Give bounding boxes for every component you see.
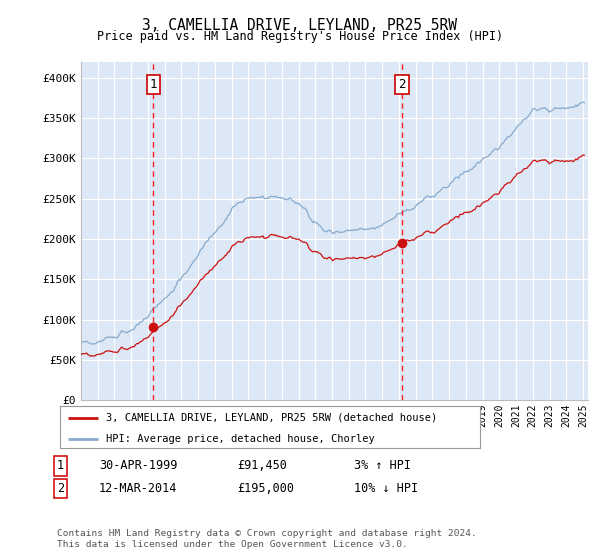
Text: 2: 2	[57, 482, 64, 495]
Text: 3, CAMELLIA DRIVE, LEYLAND, PR25 5RW: 3, CAMELLIA DRIVE, LEYLAND, PR25 5RW	[143, 18, 458, 33]
Text: 10% ↓ HPI: 10% ↓ HPI	[354, 482, 418, 495]
Text: 3% ↑ HPI: 3% ↑ HPI	[354, 459, 411, 473]
Text: Contains HM Land Registry data © Crown copyright and database right 2024.
This d: Contains HM Land Registry data © Crown c…	[57, 529, 477, 549]
Text: 1: 1	[150, 78, 157, 91]
Text: 3, CAMELLIA DRIVE, LEYLAND, PR25 5RW (detached house): 3, CAMELLIA DRIVE, LEYLAND, PR25 5RW (de…	[106, 413, 437, 423]
Text: 2: 2	[398, 78, 406, 91]
Text: £195,000: £195,000	[237, 482, 294, 495]
Text: 12-MAR-2014: 12-MAR-2014	[99, 482, 178, 495]
Text: HPI: Average price, detached house, Chorley: HPI: Average price, detached house, Chor…	[106, 434, 375, 444]
Text: 1: 1	[57, 459, 64, 473]
Text: 30-APR-1999: 30-APR-1999	[99, 459, 178, 473]
Text: £91,450: £91,450	[237, 459, 287, 473]
Text: Price paid vs. HM Land Registry's House Price Index (HPI): Price paid vs. HM Land Registry's House …	[97, 30, 503, 43]
